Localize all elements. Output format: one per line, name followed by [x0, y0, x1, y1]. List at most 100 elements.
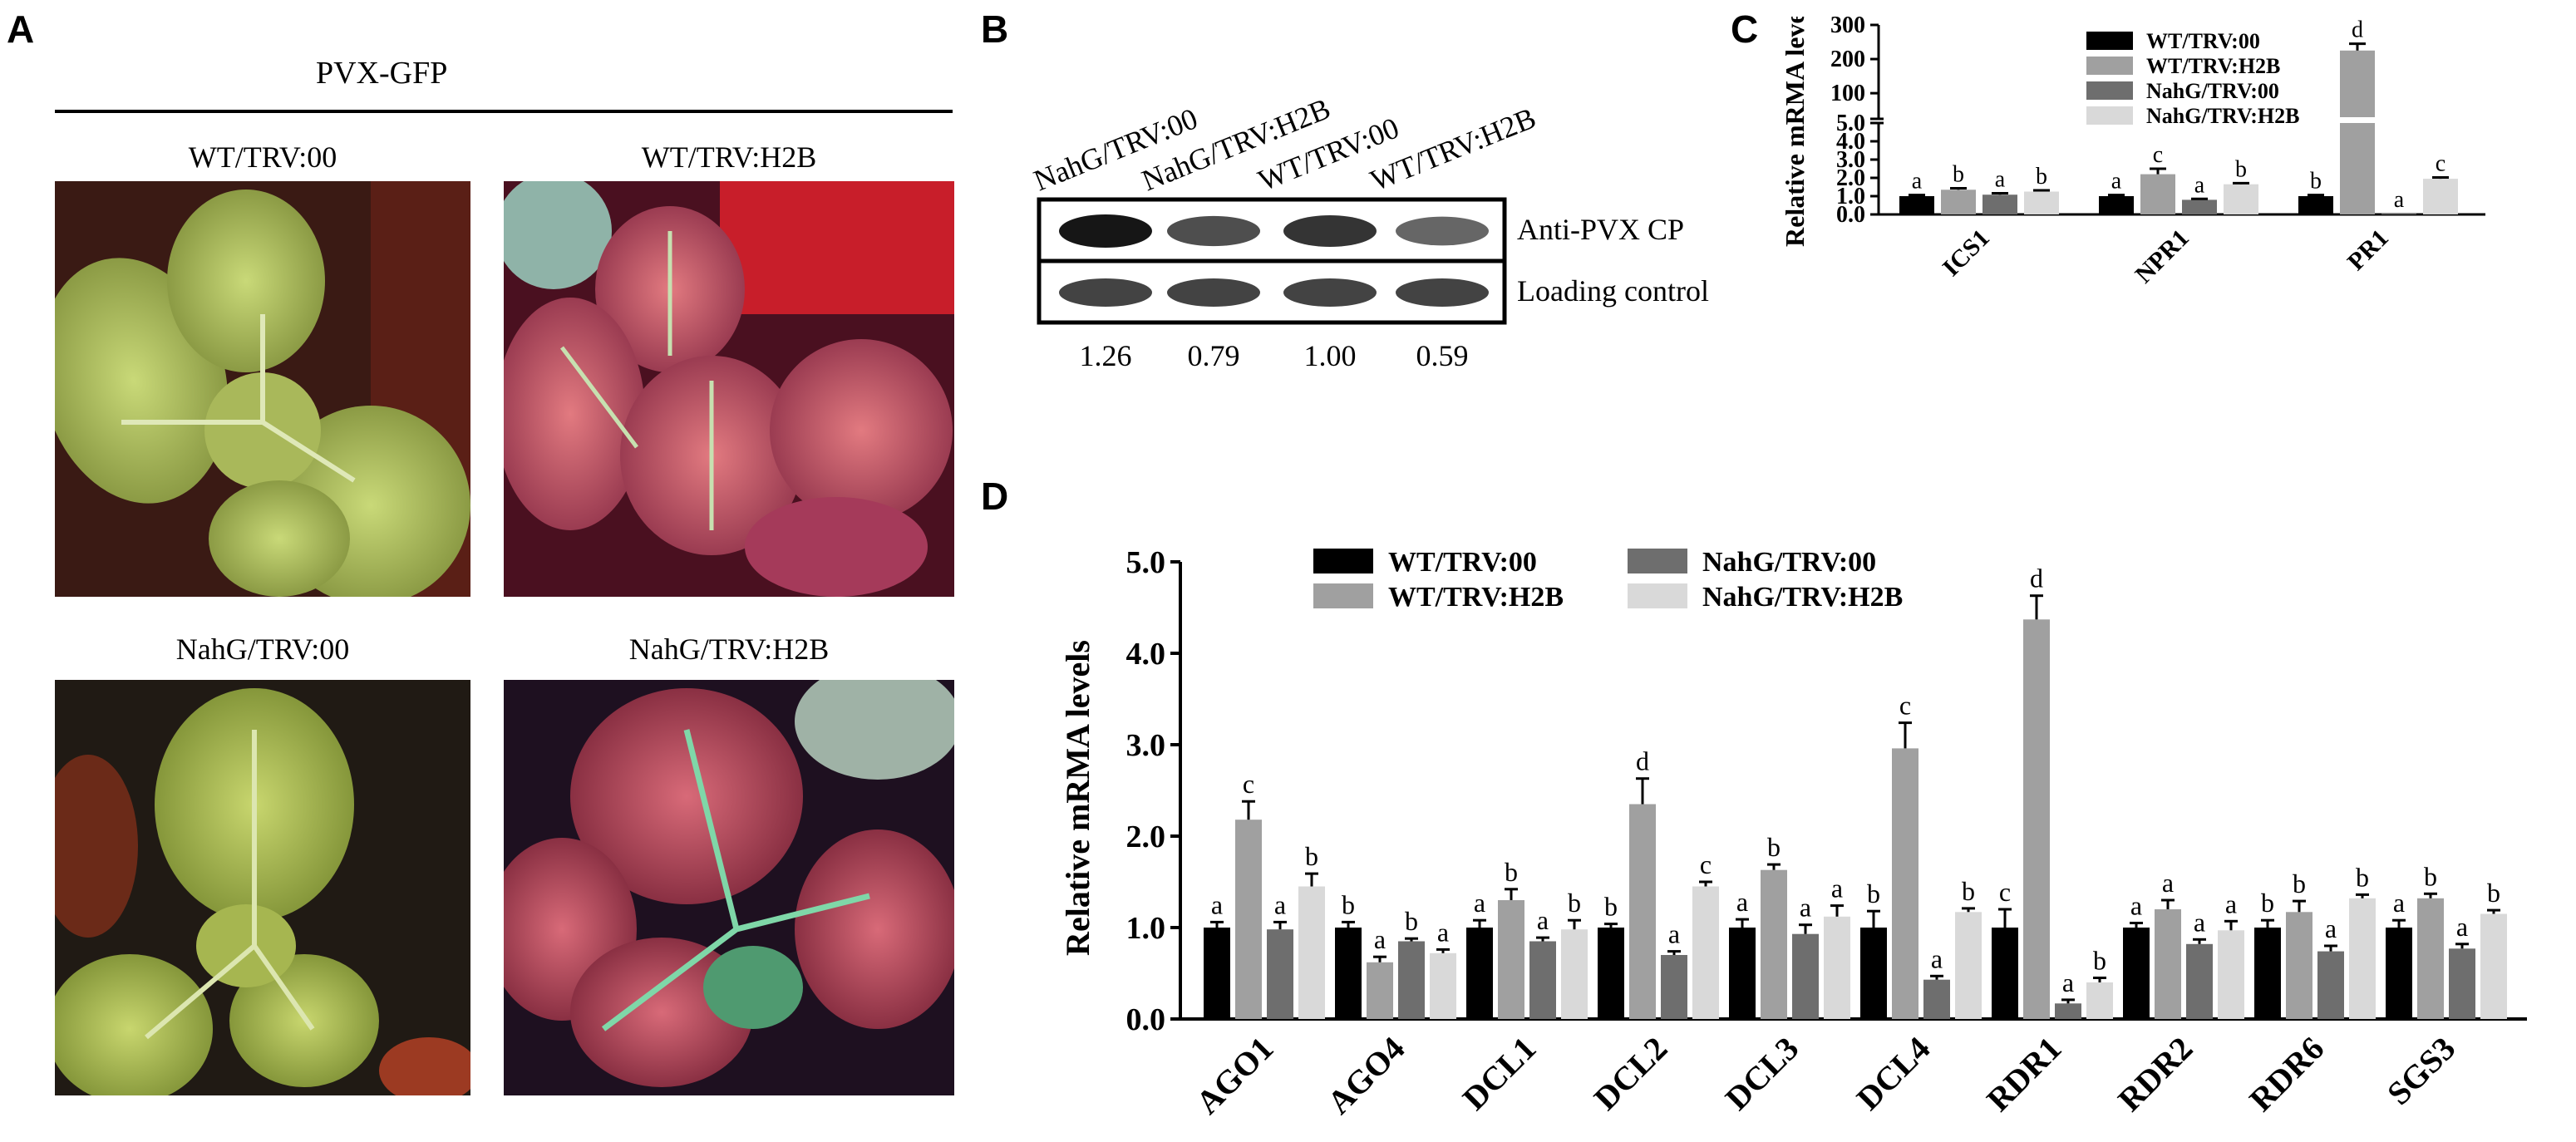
x-tick-label-ics1: ICS1: [1938, 224, 1995, 282]
bar-group: a: [1729, 887, 1756, 1019]
significance-letter: a: [1800, 893, 1811, 923]
bar-dcl2-nahg-trv-00: [1661, 955, 1687, 1019]
bar-group: a: [1430, 917, 1456, 1019]
bar-ago1-wt-trv-h2b: [1235, 820, 1262, 1019]
chart-c: 0.01.02.03.04.05.0 100 200 300 Relative mRMA…: [1780, 17, 2485, 288]
x-tick-label-ago4: AGO4: [1320, 1030, 1411, 1121]
bar-dcl1-nahg-trv-00: [1529, 941, 1556, 1019]
bar-ago4-wt-trv-h2b: [1367, 962, 1393, 1019]
significance-letter: a: [1931, 943, 1943, 973]
panel-c-letter: C: [1731, 7, 1759, 51]
legend-label-wt-trv-h2b: WT/TRV:H2B: [2146, 54, 2280, 78]
bar-group: d: [2340, 17, 2375, 214]
bar-npr1-wt-trv-h2b: [2140, 174, 2175, 214]
bar-dcl3-wt-trv-00: [1729, 928, 1756, 1019]
significance-letter: d: [2030, 564, 2043, 593]
x-tick-label-rdr2: RDR2: [2111, 1030, 2199, 1119]
photo-label-nahg-00: NahG/TRV:00: [175, 633, 350, 666]
bar-group: b: [1860, 879, 1887, 1019]
y-tick-label: 0.0: [1126, 1002, 1166, 1037]
bar-group: c: [1235, 769, 1262, 1019]
y-axis-label: Relative mRMA levels: [1780, 17, 1810, 247]
significance-letter: b: [1505, 857, 1518, 887]
photo-label-wt-00: WT/TRV:00: [188, 140, 337, 174]
bar-group: a: [2386, 888, 2412, 1019]
significance-letter: b: [1604, 892, 1618, 922]
legend-label-nahg-trv-00: NahG/TRV:00: [2146, 79, 2279, 103]
bar-group: a: [1529, 905, 1556, 1019]
bar-rdr2-wt-trv-00: [2123, 928, 2150, 1019]
significance-letter: a: [1211, 889, 1223, 919]
bar-group: a: [2099, 169, 2134, 214]
blot-label-pvx-cp: Anti-PVX CP: [1517, 213, 1684, 246]
x-tick-label-dcl4: DCL4: [1849, 1030, 1938, 1118]
bar-group: b: [1398, 906, 1425, 1019]
bar-group: b: [1498, 857, 1524, 1019]
bar-rdr1-wt-trv-00: [1992, 928, 2018, 1019]
significance-letter: c: [1899, 691, 1911, 721]
panel-b-letter: B: [981, 7, 1009, 51]
bar-group: b: [1298, 841, 1325, 1019]
bar-sgs3-wt-trv-h2b: [2417, 898, 2444, 1019]
quantification-value: 0.59: [1416, 339, 1469, 372]
y-tick-label: 1.0: [1126, 911, 1166, 946]
y-tick-label: 200: [1830, 47, 1865, 72]
y-axis-label: Relative mRMA levels: [1059, 640, 1096, 956]
bar-rdr2-nahg-trv-h2b: [2218, 930, 2244, 1019]
bar-npr1-nahg-trv-h2b: [2224, 184, 2258, 214]
bar-dcl4-wt-trv-h2b: [1892, 748, 1918, 1019]
significance-letter: b: [2036, 164, 2047, 190]
bar-dcl2-nahg-trv-h2b: [1692, 886, 1719, 1019]
significance-letter: c: [1999, 877, 2011, 907]
significance-letter: a: [1668, 919, 1680, 949]
significance-letter: b: [2235, 156, 2247, 182]
bar-group: a: [2186, 907, 2213, 1019]
significance-letter: c: [1243, 769, 1254, 799]
y-tick-label: 1.0: [1836, 184, 1865, 209]
significance-letter: b: [2356, 862, 2369, 892]
bar-group: c: [1692, 849, 1719, 1019]
bar-group: b: [1941, 162, 1976, 214]
significance-letter: a: [2062, 967, 2074, 997]
bar-rdr6-wt-trv-00: [2254, 928, 2281, 1019]
pvx-cp-band-2: [1167, 215, 1260, 247]
bar-group: a: [2218, 888, 2244, 1019]
legend-swatch-wt-trv-h2b: [1313, 583, 1373, 608]
legend-label-nahg-trv-00: NahG/TRV:00: [1702, 547, 1876, 578]
photo-label-wt-h2b: WT/TRV:H2B: [641, 140, 817, 174]
legend-swatch-nahg-trv-h2b: [1628, 583, 1687, 608]
bar-group: a: [2449, 912, 2475, 1019]
legend-swatch-wt-trv-00: [1313, 549, 1373, 573]
bar-group: d: [1629, 746, 1656, 1019]
bar-group: a: [1204, 889, 1230, 1019]
x-tick-label-ago1: AGO1: [1189, 1030, 1280, 1121]
legend-swatch-nahg-trv-h2b: [2086, 106, 2133, 125]
loading-control-band-4: [1396, 278, 1489, 307]
y-tick-label: 0.0: [1836, 202, 1865, 228]
significance-letter: b: [1342, 889, 1355, 919]
plant-photo-nahg-h2b: [504, 680, 954, 1095]
legend-swatch-wt-trv-h2b: [2086, 57, 2133, 75]
bar-dcl4-wt-trv-00: [1860, 928, 1887, 1019]
bar-group: b: [1761, 832, 1787, 1019]
significance-letter: a: [2225, 888, 2237, 918]
western-blot: NahG/TRV:00NahG/TRV:H2BWT/TRV:00WT/TRV:H…: [1029, 91, 1709, 372]
bar-dcl3-wt-trv-h2b: [1761, 869, 1787, 1019]
bar-group: a: [2155, 868, 2181, 1019]
significance-letter: b: [1962, 876, 1975, 906]
bar-group: b: [1561, 888, 1588, 1019]
bar-pr1-wt-trv-h2b: [2340, 123, 2375, 214]
bar-sgs3-nahg-trv-h2b: [2480, 913, 2507, 1019]
bar-group: b: [2224, 156, 2258, 214]
bar-dcl4-nahg-trv-00: [1923, 979, 1950, 1019]
bar-rdr6-wt-trv-h2b: [2286, 912, 2312, 1019]
significance-letter: b: [1767, 832, 1781, 862]
bar-group: a: [1661, 919, 1687, 1019]
bar-ago1-wt-trv-00: [1204, 928, 1230, 1019]
significance-letter: a: [2456, 912, 2468, 942]
bar-rdr1-nahg-trv-00: [2055, 1003, 2081, 1019]
x-tick-label-dcl2: DCL2: [1587, 1030, 1675, 1118]
bar-group: a: [1899, 169, 1934, 214]
legend-label-nahg-trv-h2b: NahG/TRV:H2B: [2146, 104, 2300, 128]
